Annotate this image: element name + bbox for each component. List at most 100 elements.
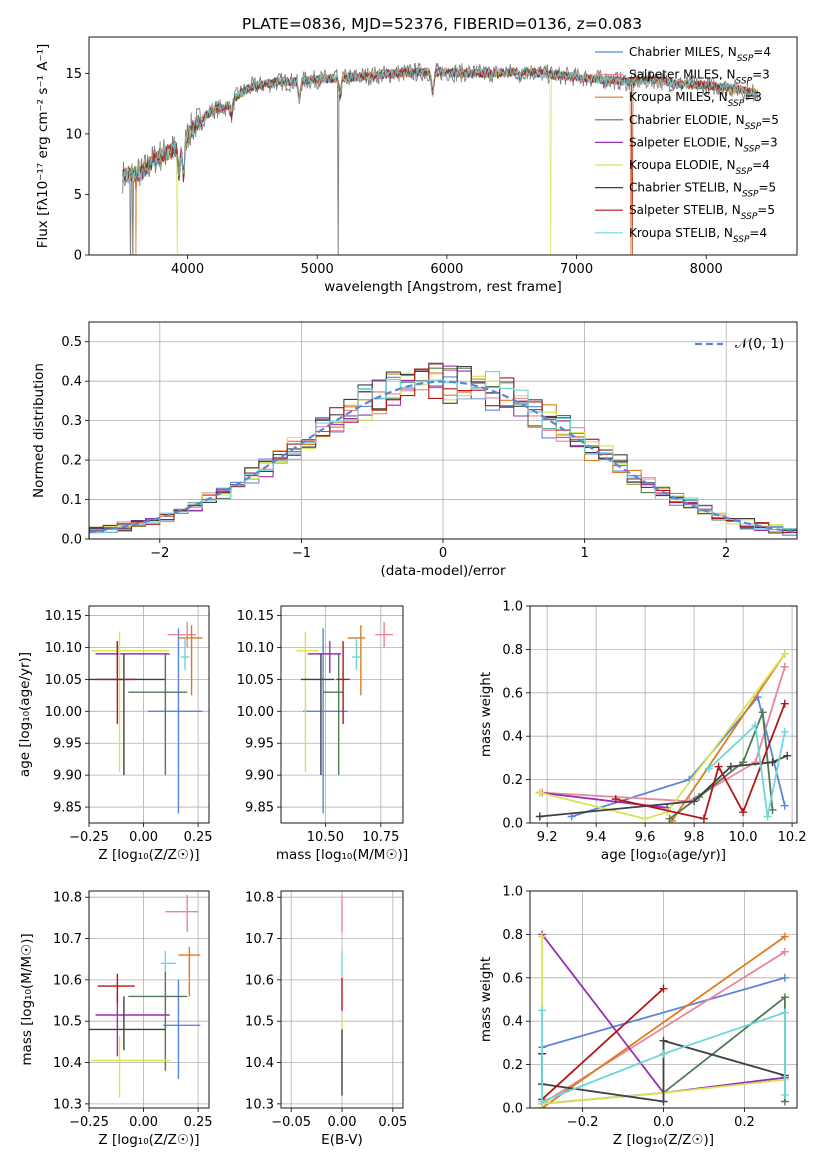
series-line <box>539 653 786 820</box>
series-marker <box>704 764 713 773</box>
x-tick-label: 4000 <box>171 262 204 277</box>
errorbar-salpeter-miles <box>375 621 394 648</box>
y-axis-label: age [log₁₀(age/yr)] <box>17 652 33 777</box>
series-line <box>541 935 786 1108</box>
y-tick-label: 9.95 <box>245 737 274 752</box>
axes-frame <box>88 321 798 540</box>
y-tick-label: 10.10 <box>45 641 82 656</box>
legend-entry: Chabrier STELIB, NSSP=5 <box>629 181 776 200</box>
y-axis-label: Flux [fλ10⁻¹⁷ erg cm⁻² s⁻¹ A⁻¹] <box>35 44 51 249</box>
y-axis-label: Normed distribution <box>31 363 47 498</box>
spectrum-line-salpeter-stelib <box>122 66 758 255</box>
errorbar-salpeter-elodie <box>95 994 170 1057</box>
y-tick-label: 1.0 <box>502 600 523 615</box>
series-marker <box>780 947 789 956</box>
data-age-vs-Z <box>89 621 203 814</box>
legend-entry: Salpeter ELODIE, NSSP=3 <box>629 135 778 154</box>
y-tick-label: 0.0 <box>502 817 523 832</box>
series-marker <box>538 1097 547 1106</box>
y-tick-label: 10.05 <box>45 673 82 688</box>
y-tick-label: 0.2 <box>502 1058 523 1073</box>
figure-title: PLATE=0836, MJD=52376, FIBERID=0136, z=0… <box>242 15 642 33</box>
series-chabrier-stelib <box>535 751 792 821</box>
x-tick-label: 9.8 <box>684 830 705 845</box>
series-kroupa-elodie <box>535 649 789 823</box>
errorbar-kroupa-stelib <box>161 950 177 972</box>
errorbar-kroupa-stelib <box>180 637 190 670</box>
legend-entry: Chabrier MILES, NSSP=4 <box>629 45 771 64</box>
series-salpeter-stelib <box>611 699 789 823</box>
data-age-vs-mass <box>296 621 394 814</box>
spectrum-line-kroupa-stelib <box>122 65 758 184</box>
legend-entry: Chabrier ELODIE, NSSP=5 <box>629 113 779 132</box>
legend-entry: Kroupa ELODIE, NSSP=4 <box>629 158 770 177</box>
x-tick-label: −0.25 <box>69 1115 109 1130</box>
series-marker <box>726 762 735 771</box>
x-axis-label: Z [log₁₀(Z/Z☉)] <box>613 1132 714 1148</box>
x-tick-label: 6000 <box>430 262 463 277</box>
series-marker <box>538 1006 547 1015</box>
errorbar-salpeter-elodie <box>307 641 341 674</box>
series-marker <box>535 788 544 797</box>
x-tick-label: −0.05 <box>271 1115 311 1130</box>
y-tick-label: 10 <box>65 127 82 142</box>
y-tick-label: 15 <box>65 67 82 82</box>
y-tick-label: 10.00 <box>237 705 274 720</box>
x-tick-label: 7000 <box>560 262 593 277</box>
y-tick-label: 10.15 <box>237 609 274 624</box>
series-marker <box>611 795 620 804</box>
x-tick-label: 2 <box>722 546 730 561</box>
legend-entry: Salpeter STELIB, NSSP=5 <box>629 203 775 222</box>
x-tick-label: 0.25 <box>184 1115 213 1130</box>
axes-frame <box>529 890 798 1109</box>
series-marker <box>659 984 668 993</box>
axes-frame <box>88 890 210 1109</box>
y-tick-label: 10.7 <box>53 932 82 947</box>
x-tick-label: −1 <box>292 546 311 561</box>
series-marker <box>535 812 544 821</box>
y-tick-label: 10.05 <box>237 673 274 688</box>
y-tick-label: 0.4 <box>502 730 523 745</box>
data-spectrum <box>122 62 759 255</box>
errorbar-chabrier-miles <box>147 628 203 814</box>
y-tick-label: 0.6 <box>502 686 523 701</box>
x-tick-label: 9.6 <box>635 830 656 845</box>
y-tick-label: 10.10 <box>237 641 274 656</box>
x-axis-label: (data-model)/error <box>380 563 506 579</box>
series-line <box>671 653 786 822</box>
series-marker <box>780 1008 789 1017</box>
y-tick-label: 9.90 <box>53 769 82 784</box>
series-marker <box>663 808 672 817</box>
series-marker <box>780 662 789 671</box>
axes-mass-weight-vs-Z: −0.2 0.0 0.2 0.0 0.2 0.4 0.6 0.8 1.0 Z [log₁₀(Z/Z… <box>478 885 798 1148</box>
legend-entry: Salpeter MILES, NSSP=3 <box>629 68 770 87</box>
x-tick-label: 9.2 <box>537 830 558 845</box>
errorbar-chabrier-stelib <box>89 996 166 1051</box>
y-axis-label: mass [log₁₀(M/M☉)] <box>19 933 35 1065</box>
axes-age-vs-mass: 10.50 10.75 9.85 9.90 9.95 10.00 10.05 10.10 10.… <box>237 605 408 863</box>
series-marker <box>783 751 792 760</box>
x-tick-label: −0.25 <box>69 830 109 845</box>
errorbar-chabrier-elodie <box>128 653 188 776</box>
x-axis-label: Z [log₁₀(Z/Z☉)] <box>98 847 199 863</box>
y-tick-label: 0.2 <box>502 773 523 788</box>
series-line <box>541 987 665 1100</box>
legend-entry: Kroupa STELIB, NSSP=4 <box>629 226 767 245</box>
series-marker <box>739 808 748 817</box>
errorbar-kroupa-elodie <box>91 631 170 772</box>
x-tick-label: 0 <box>439 546 447 561</box>
series-kroupa-stelib <box>538 1006 789 1106</box>
errorbar-kroupa-stelib <box>351 637 361 670</box>
axes-mass-vs-EBV: −0.05 0.00 0.05 10.3 10.4 10.5 10.6 10.7 10.8 E(B… <box>245 890 407 1148</box>
y-tick-label: 10.8 <box>245 891 274 906</box>
series-marker <box>659 1036 668 1045</box>
axes-mass-vs-Z: −0.25 0.00 0.25 10.3 10.4 10.5 10.6 10.7 10.8 Z [… <box>19 890 213 1148</box>
x-tick-label: −0.2 <box>567 1115 599 1130</box>
x-tick-label: 0.00 <box>129 830 158 845</box>
errorbar-salpeter-miles <box>165 895 199 933</box>
series-line <box>541 976 786 1049</box>
y-tick-label: 10.4 <box>53 1056 82 1071</box>
x-tick-label: 0.0 <box>653 1115 674 1130</box>
x-tick-label: −2 <box>150 546 169 561</box>
